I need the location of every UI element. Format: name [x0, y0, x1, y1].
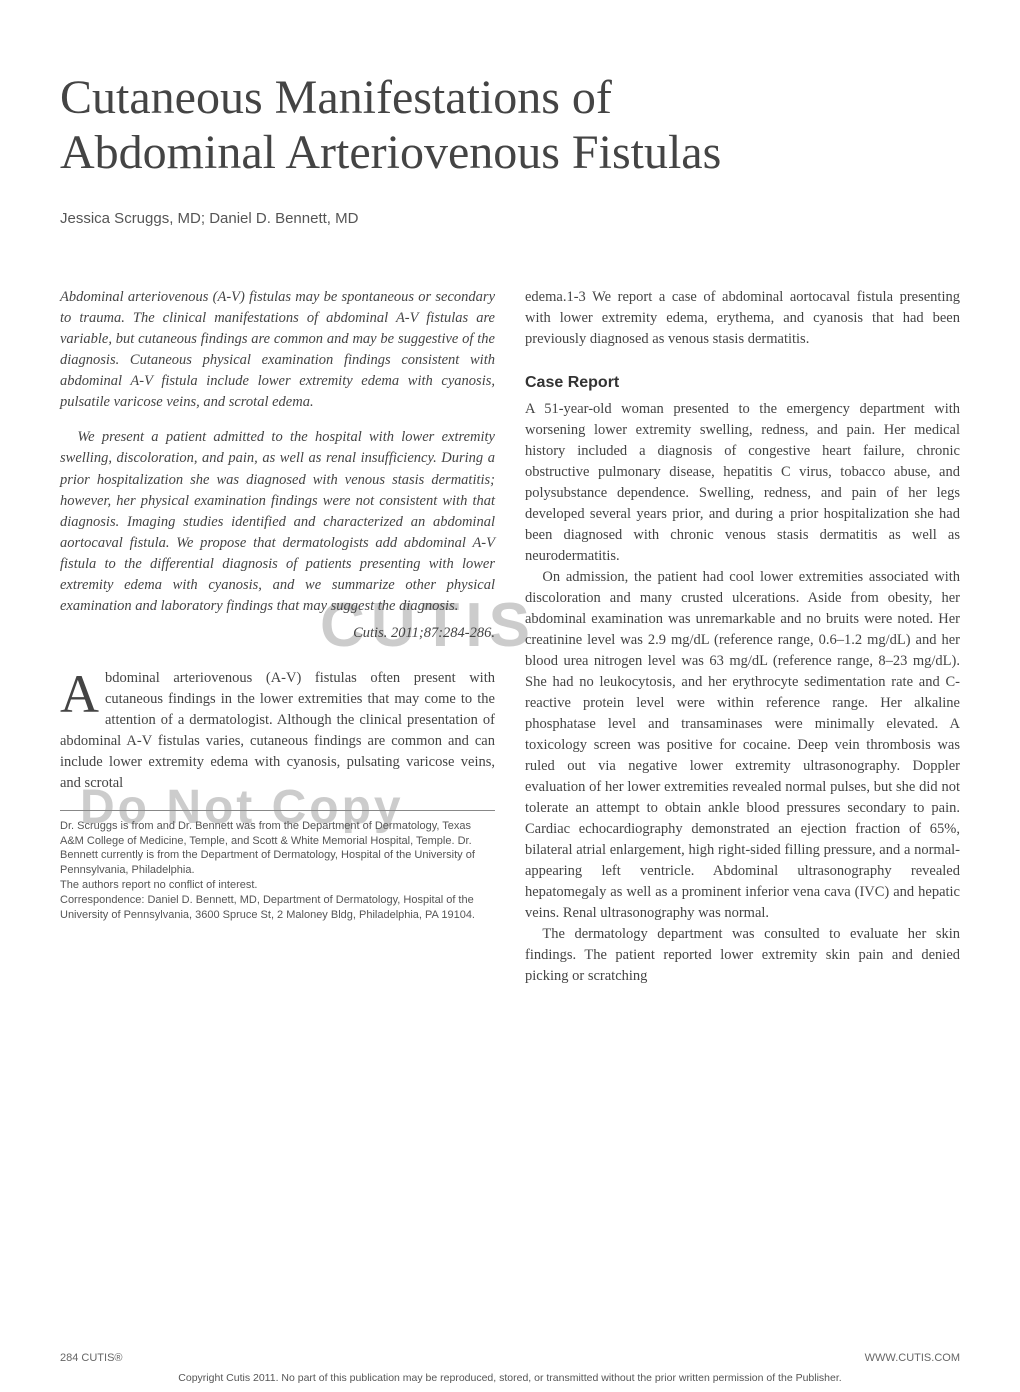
right-column: edema.1-3 We report a case of abdominal …: [525, 287, 960, 987]
article-title: Cutaneous Manifestations of Abdominal Ar…: [60, 70, 960, 180]
affiliation-line-1: Dr. Scruggs is from and Dr. Bennett was …: [60, 819, 495, 878]
abstract-citation: Cutis. 2011;87:284-286.: [60, 623, 495, 644]
case-para-2: On admission, the patient had cool lower…: [525, 567, 960, 924]
two-column-layout: Abdominal arteriovenous (A-V) fistulas m…: [60, 287, 960, 987]
affiliation-block: Dr. Scruggs is from and Dr. Bennett was …: [60, 819, 495, 923]
authors-line: Jessica Scruggs, MD; Daniel D. Bennett, …: [60, 210, 960, 227]
footer-divider: [60, 810, 495, 811]
intro-paragraph: Abdominal arteriovenous (A-V) fistulas o…: [60, 668, 495, 794]
intro-text: bdominal arteriovenous (A-V) fistulas of…: [60, 670, 495, 791]
title-line-1: Cutaneous Manifestations of: [60, 71, 612, 124]
case-para-3: The dermatology department was consulted…: [525, 924, 960, 987]
correspondence-line: Correspondence: Daniel D. Bennett, MD, D…: [60, 893, 495, 923]
case-report-heading: Case Report: [525, 371, 960, 394]
copyright-line: Copyright Cutis 2011. No part of this pu…: [0, 1372, 1020, 1384]
left-column: Abdominal arteriovenous (A-V) fistulas m…: [60, 287, 495, 987]
conflict-line: The authors report no conflict of intere…: [60, 878, 495, 893]
footer-right: WWW.CUTIS.COM: [865, 1352, 960, 1364]
title-line-2: Abdominal Arteriovenous Fistulas: [60, 126, 721, 179]
page-footer: 284 CUTIS® WWW.CUTIS.COM: [60, 1352, 960, 1364]
dropcap-letter: A: [60, 668, 105, 718]
right-para-1: edema.1-3 We report a case of abdominal …: [525, 287, 960, 350]
footer-left: 284 CUTIS®: [60, 1352, 123, 1364]
abstract-para-2: We present a patient admitted to the hos…: [60, 427, 495, 616]
case-para-1: A 51-year-old woman presented to the eme…: [525, 399, 960, 567]
page-content: Cutaneous Manifestations of Abdominal Ar…: [60, 70, 960, 987]
abstract-para-1: Abdominal arteriovenous (A-V) fistulas m…: [60, 287, 495, 413]
